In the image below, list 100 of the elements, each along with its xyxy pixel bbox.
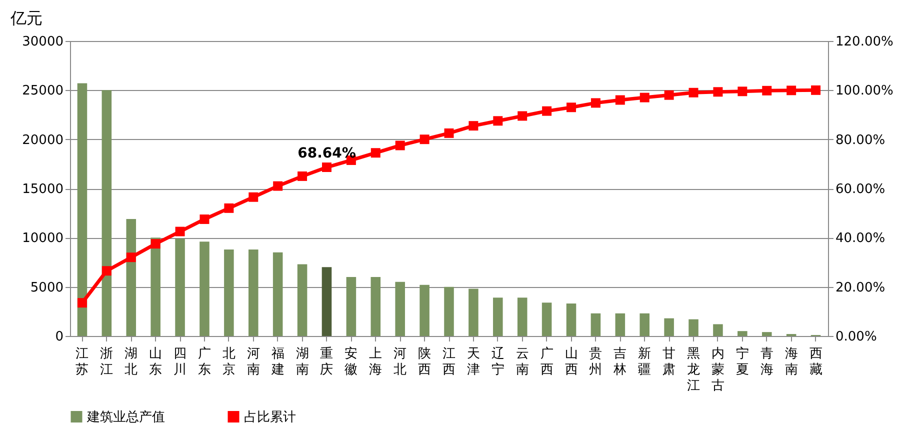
bar bbox=[542, 302, 552, 336]
bar bbox=[395, 282, 405, 336]
point bbox=[395, 140, 405, 150]
point bbox=[542, 106, 552, 116]
legend-label: 建筑业总产值 bbox=[86, 410, 165, 425]
bar bbox=[493, 298, 503, 336]
x-tick-label: 黑龙江 bbox=[687, 346, 700, 394]
bar bbox=[420, 284, 430, 336]
bar bbox=[150, 238, 160, 336]
x-tick-label: 河南 bbox=[246, 346, 260, 378]
point bbox=[664, 90, 674, 100]
point bbox=[688, 88, 698, 98]
x-tick-label: 陕西 bbox=[418, 346, 432, 378]
bar bbox=[224, 249, 234, 336]
bar bbox=[200, 242, 210, 336]
x-tick-label: 新疆 bbox=[638, 346, 652, 378]
bar bbox=[248, 249, 258, 336]
x-tick-label: 上海 bbox=[369, 346, 382, 378]
y-tick-label: 5000 bbox=[30, 280, 64, 296]
point bbox=[273, 181, 283, 191]
x-tick-label: 吉林 bbox=[612, 346, 627, 378]
y-tick-label: 25000 bbox=[22, 84, 64, 99]
x-tick-label: 江苏 bbox=[76, 346, 89, 378]
x-tick-label: 内蒙古 bbox=[711, 346, 724, 394]
point bbox=[493, 116, 503, 126]
point bbox=[102, 266, 112, 276]
y-axis-title: 亿元 bbox=[10, 8, 42, 28]
y2-tick-label: 120.00% bbox=[836, 34, 894, 50]
x-tick-label: 宁夏 bbox=[736, 346, 749, 378]
point bbox=[298, 171, 308, 181]
point bbox=[566, 102, 576, 112]
data-label: 68.64% bbox=[298, 145, 356, 162]
y2-tick-label: 60.00% bbox=[836, 182, 886, 197]
bar bbox=[126, 218, 136, 336]
legend-label: 占比累计 bbox=[244, 410, 296, 425]
x-tick-label: 四川 bbox=[174, 346, 187, 378]
bar bbox=[346, 277, 356, 336]
y-tick-label: 0 bbox=[55, 330, 64, 344]
x-tick-label: 河北 bbox=[394, 346, 407, 378]
bar bbox=[297, 264, 308, 336]
point bbox=[762, 86, 772, 96]
x-tick-label: 浙江 bbox=[100, 346, 114, 378]
bar bbox=[175, 238, 185, 336]
point bbox=[175, 226, 185, 236]
y-tick-label: 30000 bbox=[22, 34, 64, 50]
bar bbox=[762, 332, 772, 336]
bar bbox=[468, 288, 478, 336]
point bbox=[420, 134, 430, 144]
x-tick-label: 广西 bbox=[540, 346, 554, 378]
bar bbox=[664, 318, 674, 336]
y2-tick-label: 20.00% bbox=[836, 280, 886, 296]
bar bbox=[590, 313, 601, 336]
bar bbox=[272, 252, 283, 336]
bar bbox=[615, 313, 626, 336]
point bbox=[615, 95, 625, 105]
x-tick-label: 安徽 bbox=[344, 346, 358, 378]
x-tick-label: 甘肃 bbox=[662, 346, 676, 378]
x-tick-label: 北京 bbox=[222, 346, 236, 378]
x-tick-label: 江西 bbox=[442, 346, 456, 378]
bar bbox=[77, 83, 88, 336]
y2-tick-label: 100.00% bbox=[836, 84, 894, 99]
point bbox=[322, 162, 332, 172]
point bbox=[126, 252, 136, 262]
y-tick-label: 10000 bbox=[22, 231, 64, 246]
x-tick-label: 广东 bbox=[198, 346, 211, 378]
bar bbox=[713, 324, 723, 336]
point bbox=[150, 239, 160, 249]
point bbox=[590, 98, 600, 108]
point bbox=[518, 111, 528, 121]
point bbox=[640, 92, 650, 102]
point bbox=[370, 148, 380, 158]
point bbox=[224, 203, 234, 213]
x-tick-label: 西藏 bbox=[809, 346, 822, 378]
bar bbox=[688, 319, 698, 336]
x-tick-label: 云南 bbox=[516, 346, 529, 378]
bar bbox=[517, 298, 528, 336]
x-tick-label: 福建 bbox=[270, 346, 284, 378]
x-tick-label: 辽宁 bbox=[491, 346, 504, 378]
point bbox=[200, 214, 210, 224]
bar bbox=[102, 90, 112, 336]
point bbox=[786, 86, 796, 96]
bar bbox=[738, 331, 748, 336]
bar bbox=[444, 286, 454, 336]
x-tick-label: 天津 bbox=[466, 346, 480, 378]
x-tick-label: 山东 bbox=[149, 346, 162, 378]
x-tick-label: 湖北 bbox=[124, 346, 138, 378]
y2-tick-label: 80.00% bbox=[836, 132, 886, 148]
point bbox=[738, 86, 748, 96]
x-tick-label: 重庆 bbox=[320, 346, 334, 378]
bar bbox=[566, 304, 576, 336]
x-tick-label: 贵州 bbox=[589, 346, 602, 378]
y2-tick-label: 0.00% bbox=[836, 330, 877, 344]
bar bbox=[370, 277, 381, 336]
point bbox=[444, 128, 454, 138]
y2-tick-label: 40.00% bbox=[836, 231, 886, 246]
y-tick-label: 15000 bbox=[22, 182, 64, 197]
x-tick-label: 山西 bbox=[564, 346, 578, 378]
point bbox=[811, 85, 821, 95]
bar bbox=[640, 313, 650, 336]
bar bbox=[322, 267, 332, 336]
